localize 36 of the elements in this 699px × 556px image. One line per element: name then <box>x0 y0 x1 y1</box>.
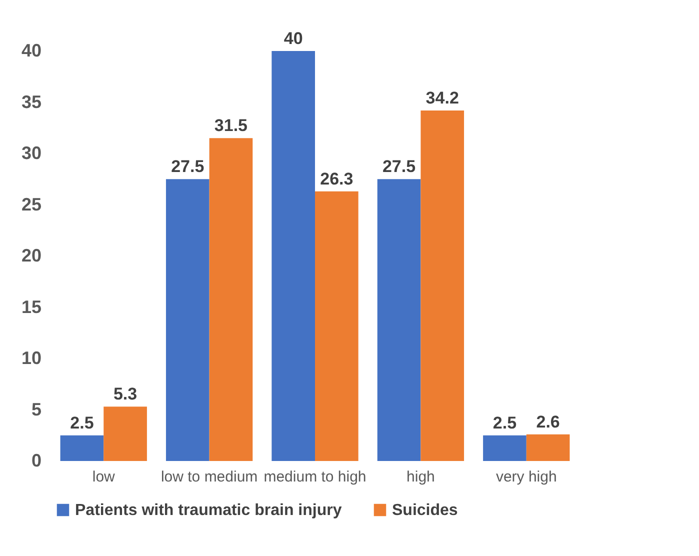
bar <box>60 435 104 461</box>
y-tick-label: 10 <box>21 348 42 368</box>
legend-label: Patients with traumatic brain injury <box>75 502 342 519</box>
legend-label: Suicides <box>392 502 458 519</box>
bar <box>315 191 358 461</box>
y-tick-label: 15 <box>21 296 42 317</box>
data-label: 2.5 <box>70 413 94 432</box>
y-tick-label: 40 <box>21 40 42 60</box>
data-label: 27.5 <box>382 157 416 176</box>
y-tick-label: 35 <box>21 92 42 112</box>
bar <box>166 179 210 461</box>
y-tick-label: 0 <box>31 450 42 470</box>
data-label: 5.3 <box>113 384 138 404</box>
data-label: 2.6 <box>536 412 560 432</box>
bar <box>526 434 570 461</box>
x-tick-label: low to medium <box>160 468 258 486</box>
bar <box>377 179 421 461</box>
bar <box>104 406 147 461</box>
data-label: 31.5 <box>214 116 248 136</box>
data-label: 40 <box>284 29 303 48</box>
data-label: 26.3 <box>320 169 354 188</box>
y-tick-label: 25 <box>21 194 42 214</box>
bar <box>209 138 253 461</box>
bar <box>272 51 315 461</box>
data-label: 2.5 <box>492 413 517 432</box>
x-tick-label: high <box>406 468 435 486</box>
x-tick-label: very high <box>496 468 557 486</box>
data-label: 34.2 <box>426 88 459 108</box>
data-label: 27.5 <box>171 157 204 176</box>
y-tick-label: 5 <box>31 399 42 420</box>
x-tick-label: low <box>92 468 116 486</box>
y-tick-label: 30 <box>21 143 42 163</box>
bar <box>483 435 526 461</box>
bar <box>420 110 464 461</box>
x-tick-label: medium to high <box>264 468 366 486</box>
y-tick-label: 20 <box>21 246 42 266</box>
